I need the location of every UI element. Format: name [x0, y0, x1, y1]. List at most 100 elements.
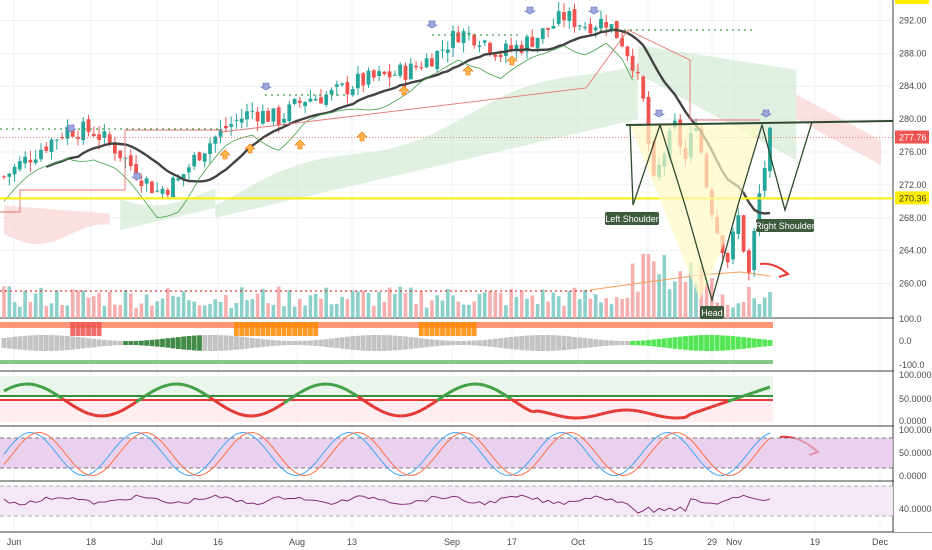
candle-body [519, 44, 524, 53]
volume-bar [567, 290, 572, 318]
ind1-bar [445, 340, 451, 346]
candle-body [23, 156, 27, 164]
ind1-bar [17, 336, 23, 350]
candle-body [371, 70, 376, 78]
candle-body [176, 178, 181, 181]
ind1-extreme-bar [276, 322, 282, 336]
ind2-line-segment [304, 385, 312, 392]
volume-bar [86, 297, 91, 318]
candle-body [609, 24, 614, 31]
ind2-line-segment [452, 386, 459, 392]
candle-body [340, 83, 344, 85]
ind1-bar [376, 335, 382, 351]
ind2-line-segment [700, 407, 708, 412]
candle-body [276, 107, 281, 126]
volume-bar [752, 298, 756, 318]
ind1-tick-label: 100.0 [899, 314, 922, 324]
time-tick-label: 29 [707, 537, 717, 547]
volume-bar [155, 301, 159, 318]
fractal-down-arrow-icon [759, 109, 773, 118]
cloud-green-2 [215, 64, 638, 218]
volume-bar [694, 283, 698, 318]
ind1-bar [392, 335, 398, 351]
volume-bar [129, 293, 133, 318]
ind1-bar [313, 340, 319, 346]
candle-body [218, 129, 223, 137]
ind2-line-segment [758, 387, 766, 393]
candle-body [44, 146, 49, 151]
ind2-line-segment [203, 392, 211, 399]
candle-body [187, 167, 191, 173]
ind1-bar [492, 338, 498, 348]
ind1-extreme-bar [429, 322, 435, 336]
ind1-bar [123, 341, 128, 345]
ind1-bar [292, 341, 297, 345]
candle-body [461, 31, 466, 44]
volume-bar [498, 292, 503, 318]
neckline [625, 120, 894, 126]
ind2-line-segment [315, 382, 322, 387]
volume-bar [731, 307, 735, 318]
fractal-down-arrow-icon [652, 109, 666, 118]
ind2-line-segment [499, 391, 507, 397]
rsi-panel [0, 485, 893, 517]
ind2-line-segment [420, 405, 428, 412]
indicator-panel-1 [0, 322, 773, 364]
resistance-step-line [0, 29, 760, 213]
ind2-line-segment [209, 396, 217, 403]
fractal-up-arrow-icon [356, 131, 368, 142]
ind1-bar [403, 336, 408, 350]
candle-body [430, 58, 434, 67]
label-left-shoulder-box [605, 212, 659, 225]
volume-bar [266, 303, 270, 318]
volume-bar [683, 281, 688, 318]
ind1-bar [387, 335, 392, 351]
ind2-tick-label: 100.0000 [899, 370, 932, 380]
ind1-bar [212, 335, 218, 351]
ind2-line-segment [267, 408, 275, 414]
fractal-down-arrow-icon [425, 20, 439, 29]
stoch-tick-label: 0.0000 [899, 471, 927, 481]
ind2-line-segment [299, 388, 306, 394]
candle-body [736, 215, 741, 234]
ind1-extreme-bar [91, 322, 97, 336]
candle-body [345, 82, 350, 95]
ind2-line-segment [383, 411, 391, 416]
ind1-bar [302, 340, 308, 346]
ind2-line-segment [104, 413, 110, 418]
ind1-extreme-bar [75, 322, 81, 336]
ind1-bar [709, 335, 715, 351]
candle-body [139, 180, 144, 187]
ind2-line-segment [505, 394, 512, 401]
ind1-bar [482, 339, 488, 347]
ind1-extreme-bar [244, 322, 250, 336]
candle-body [165, 189, 170, 195]
volume-bar [176, 296, 181, 318]
candle-body [562, 12, 566, 21]
volume-bar [218, 302, 223, 318]
time-tick-label: Sep [444, 537, 460, 547]
ind2-line-segment [680, 415, 686, 420]
ind2-line-segment [457, 384, 465, 390]
ind2-line-segment [690, 410, 697, 416]
ind2-line-segment [35, 383, 42, 389]
ind2-line-segment [547, 411, 554, 416]
price-tick-label: 264.00 [899, 246, 927, 256]
ind1-bar [86, 338, 91, 348]
volume-bar [615, 297, 619, 318]
ind2-line-segment [642, 410, 649, 415]
ind1-bar [80, 337, 86, 349]
ind1-extreme-bar [461, 322, 466, 336]
ind1-bar [260, 339, 266, 347]
candle-body [440, 49, 445, 51]
ind2-line-segment [563, 415, 570, 420]
candle-body [435, 51, 440, 70]
volume-bar [12, 302, 17, 318]
volume-bar [292, 306, 297, 318]
ind1-extreme-bar [424, 322, 429, 336]
volume-bar [424, 307, 429, 318]
ind2-tick-label: 0.0000 [899, 416, 927, 426]
time-tick-label: Jul [151, 537, 163, 547]
fractal-down-arrow-icon [259, 82, 273, 91]
